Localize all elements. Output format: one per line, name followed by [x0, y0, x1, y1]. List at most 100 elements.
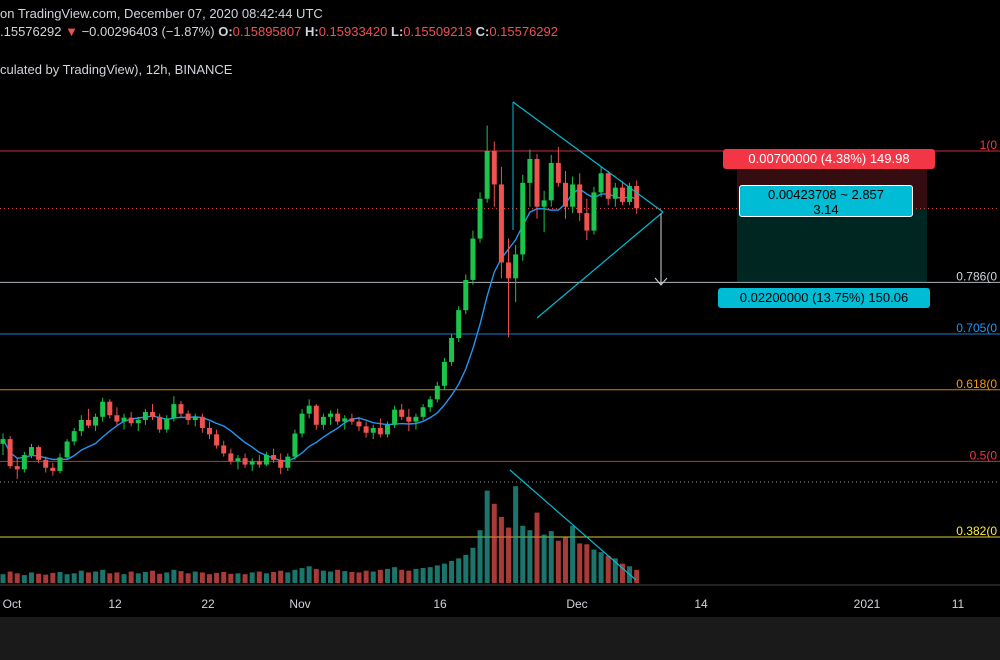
volume-bar — [121, 574, 127, 583]
volume-bar — [491, 503, 497, 583]
volume-bar — [100, 569, 106, 583]
candle-body — [392, 409, 398, 425]
candle-body — [498, 184, 504, 263]
candle-body — [50, 467, 56, 471]
candle-body — [43, 459, 49, 468]
volume-bar — [363, 570, 369, 583]
candle-body — [506, 262, 512, 279]
breakout-arrow-head — [654, 277, 668, 286]
volume-bar — [199, 572, 205, 583]
candle-body — [228, 453, 234, 462]
volume-bar — [43, 574, 49, 583]
volume-bar — [142, 572, 148, 583]
volume-bar — [271, 572, 277, 583]
x-tick-label: 2021 — [854, 597, 881, 611]
candle-body — [577, 184, 583, 214]
fib-label-4: 0.5(0 — [970, 448, 998, 462]
volume-bar — [135, 573, 141, 583]
candle-body — [256, 461, 262, 465]
x-tick-label: 16 — [433, 597, 447, 611]
volume-bar — [192, 571, 198, 583]
volume-bar — [420, 568, 426, 583]
candle-body — [206, 427, 212, 435]
moving-average-line — [2, 187, 637, 462]
volume-bar — [562, 537, 568, 583]
risk-reward-line2: 3.14 — [813, 202, 839, 217]
x-tick-label: Oct — [3, 597, 22, 611]
candle-body — [71, 431, 77, 442]
candle-body — [520, 182, 526, 255]
volume-bar — [619, 563, 625, 583]
candle-body — [21, 455, 27, 470]
volume-bar — [534, 512, 540, 583]
candle-body — [107, 401, 113, 416]
candle-body — [555, 162, 561, 183]
volume-bar — [392, 567, 398, 583]
chart-title-line: on TradingView.com, December 07, 2020 08… — [0, 6, 323, 21]
fib-label-3: 0.618(0 — [956, 377, 997, 391]
volume-bar — [57, 572, 63, 583]
take-profit-label[interactable]: 0.02200000 (13.75%) 150.06 — [718, 288, 930, 308]
volume-bar — [527, 530, 533, 583]
candle-body — [93, 416, 99, 426]
volume-bar — [349, 572, 355, 583]
bottom-panel — [0, 617, 1000, 660]
volume-bar — [441, 563, 447, 583]
volume-bar — [449, 561, 455, 583]
candle-body — [299, 413, 305, 434]
fib-label-0: 1(0 — [980, 138, 998, 152]
candle-body — [598, 173, 604, 193]
stop-loss-label[interactable]: 0.00700000 (4.38%) 149.98 — [723, 149, 935, 169]
candle-body — [142, 412, 148, 421]
candle-body — [370, 427, 376, 433]
volume-bar — [263, 573, 269, 583]
candle-body — [527, 158, 533, 183]
volume-bar — [128, 571, 134, 583]
volume-bar — [292, 569, 298, 583]
candle-body — [619, 187, 625, 202]
volume-bar — [228, 573, 234, 583]
high-label: H: — [304, 24, 319, 39]
volume-bar — [0, 574, 6, 583]
volume-bar — [555, 540, 561, 583]
candle-body — [427, 399, 433, 408]
x-tick-label: 12 — [108, 597, 122, 611]
volume-bar — [498, 517, 504, 583]
candle-body — [356, 421, 362, 427]
volume-bar — [214, 572, 220, 583]
candle-body — [150, 412, 156, 417]
volume-bar — [185, 573, 191, 583]
volume-bar — [313, 568, 319, 583]
high-value: 0.15933420 — [318, 24, 388, 39]
candle-body — [406, 416, 412, 422]
volume-bar — [28, 572, 34, 583]
candle-body — [14, 466, 20, 470]
volume-bar — [93, 571, 99, 583]
volume-bar — [470, 547, 476, 583]
volume-bar — [406, 570, 412, 583]
volume-bar — [541, 534, 547, 583]
candle-body — [185, 413, 191, 421]
candle-body — [477, 198, 483, 239]
volume-bar — [206, 574, 212, 583]
candle-body — [484, 151, 490, 199]
candle-body — [178, 404, 184, 414]
candle-body — [627, 186, 633, 202]
volume-bar — [71, 573, 77, 583]
candle-body — [78, 420, 84, 432]
volume-bar — [634, 569, 640, 583]
volume-bar — [463, 554, 469, 583]
candle-body — [612, 187, 618, 199]
volume-bar — [299, 568, 305, 583]
volume-bar — [456, 558, 462, 583]
candle-body — [320, 416, 326, 425]
volume-bar — [235, 573, 241, 583]
candle-body — [36, 447, 42, 460]
risk-reward-label[interactable]: 0.00423708 ~ 2.857 3.14 — [739, 185, 913, 217]
candle-body — [470, 238, 476, 280]
x-tick-label: 22 — [201, 597, 215, 611]
low-value: 0.15509213 — [403, 24, 472, 39]
volume-trend-line — [509, 469, 637, 581]
x-tick-label: Dec — [566, 597, 587, 611]
